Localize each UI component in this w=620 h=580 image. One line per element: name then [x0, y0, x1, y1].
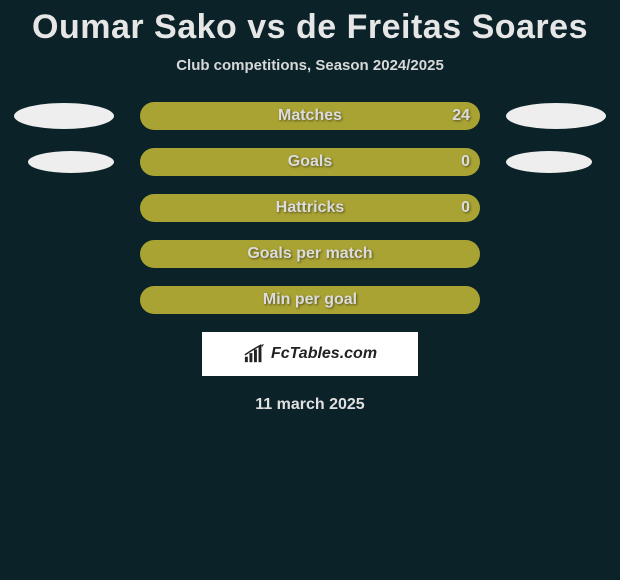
- stat-bar: Min per goal: [140, 286, 480, 314]
- comparison-container: Oumar Sako vs de Freitas Soares Club com…: [0, 0, 620, 414]
- left-ellipse: [14, 103, 114, 129]
- stat-rows: Matches 24 Goals 0 Hattricks 0 Goals per match…: [0, 102, 620, 314]
- date-label: 11 march 2025: [0, 396, 620, 414]
- stat-label: Matches: [278, 107, 342, 125]
- stat-row: Min per goal: [0, 286, 620, 314]
- stat-label: Goals: [288, 153, 332, 171]
- stat-row: Hattricks 0: [0, 194, 620, 222]
- stat-value: 0: [461, 199, 470, 217]
- stat-row: Goals 0: [0, 148, 620, 176]
- stat-row: Goals per match: [0, 240, 620, 268]
- stat-bar: Hattricks 0: [140, 194, 480, 222]
- stat-bar: Goals per match: [140, 240, 480, 268]
- stat-value: 0: [461, 153, 470, 171]
- stat-value: 24: [452, 107, 470, 125]
- stat-label: Goals per match: [247, 245, 372, 263]
- right-ellipse: [506, 103, 606, 129]
- watermark-text: FcTables.com: [271, 345, 377, 363]
- left-ellipse: [28, 151, 114, 173]
- chart-icon: [243, 344, 265, 364]
- page-subtitle: Club competitions, Season 2024/2025: [0, 57, 620, 74]
- stat-bar: Goals 0: [140, 148, 480, 176]
- stat-label: Min per goal: [263, 291, 357, 309]
- page-title: Oumar Sako vs de Freitas Soares: [0, 8, 620, 47]
- stat-bar: Matches 24: [140, 102, 480, 130]
- watermark: FcTables.com: [202, 332, 418, 376]
- right-ellipse: [506, 151, 592, 173]
- stat-row: Matches 24: [0, 102, 620, 130]
- stat-label: Hattricks: [276, 199, 344, 217]
